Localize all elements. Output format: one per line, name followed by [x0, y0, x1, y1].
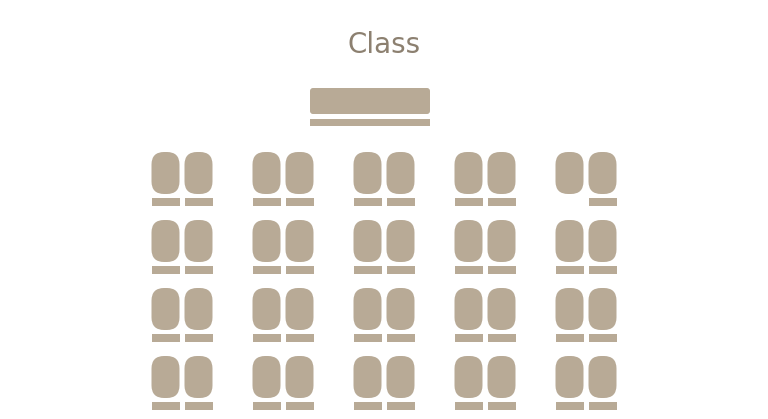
Bar: [253, 334, 280, 342]
Bar: [386, 266, 415, 274]
Bar: [353, 402, 382, 410]
FancyBboxPatch shape: [286, 288, 313, 330]
Bar: [455, 402, 482, 410]
Bar: [555, 334, 584, 342]
Bar: [286, 266, 313, 274]
Bar: [588, 266, 617, 274]
FancyBboxPatch shape: [488, 152, 515, 194]
Bar: [588, 198, 617, 206]
Bar: [555, 266, 584, 274]
FancyBboxPatch shape: [151, 356, 180, 398]
FancyBboxPatch shape: [386, 152, 415, 194]
FancyBboxPatch shape: [455, 152, 482, 194]
Bar: [386, 334, 415, 342]
FancyBboxPatch shape: [455, 288, 482, 330]
Bar: [555, 402, 584, 410]
FancyBboxPatch shape: [588, 220, 617, 262]
Text: Class: Class: [347, 31, 421, 59]
FancyBboxPatch shape: [386, 220, 415, 262]
FancyBboxPatch shape: [555, 220, 584, 262]
FancyBboxPatch shape: [253, 220, 280, 262]
FancyBboxPatch shape: [386, 288, 415, 330]
FancyBboxPatch shape: [286, 152, 313, 194]
Bar: [353, 334, 382, 342]
Bar: [151, 198, 180, 206]
Bar: [286, 198, 313, 206]
Bar: [286, 334, 313, 342]
Bar: [151, 266, 180, 274]
Bar: [353, 266, 382, 274]
Bar: [455, 198, 482, 206]
FancyBboxPatch shape: [253, 152, 280, 194]
Bar: [184, 266, 213, 274]
FancyBboxPatch shape: [555, 288, 584, 330]
Bar: [184, 198, 213, 206]
FancyBboxPatch shape: [353, 220, 382, 262]
Bar: [386, 198, 415, 206]
Bar: [488, 334, 515, 342]
Bar: [488, 266, 515, 274]
FancyBboxPatch shape: [353, 152, 382, 194]
Bar: [488, 198, 515, 206]
Bar: [588, 402, 617, 410]
FancyBboxPatch shape: [588, 152, 617, 194]
FancyBboxPatch shape: [386, 356, 415, 398]
FancyBboxPatch shape: [151, 152, 180, 194]
FancyBboxPatch shape: [488, 288, 515, 330]
FancyBboxPatch shape: [184, 356, 213, 398]
Bar: [151, 402, 180, 410]
Bar: [253, 266, 280, 274]
Bar: [386, 402, 415, 410]
FancyBboxPatch shape: [151, 220, 180, 262]
FancyBboxPatch shape: [555, 152, 584, 194]
FancyBboxPatch shape: [151, 288, 180, 330]
FancyBboxPatch shape: [455, 356, 482, 398]
FancyBboxPatch shape: [310, 88, 430, 114]
Bar: [488, 402, 515, 410]
Bar: [455, 266, 482, 274]
FancyBboxPatch shape: [353, 288, 382, 330]
FancyBboxPatch shape: [184, 220, 213, 262]
Bar: [588, 334, 617, 342]
Bar: [455, 334, 482, 342]
FancyBboxPatch shape: [588, 356, 617, 398]
Bar: [184, 334, 213, 342]
FancyBboxPatch shape: [488, 356, 515, 398]
FancyBboxPatch shape: [353, 356, 382, 398]
Bar: [184, 402, 213, 410]
FancyBboxPatch shape: [253, 356, 280, 398]
Bar: [286, 402, 313, 410]
Bar: [253, 402, 280, 410]
FancyBboxPatch shape: [184, 288, 213, 330]
FancyBboxPatch shape: [184, 152, 213, 194]
Bar: [253, 198, 280, 206]
FancyBboxPatch shape: [555, 356, 584, 398]
Bar: [353, 198, 382, 206]
FancyBboxPatch shape: [488, 220, 515, 262]
Bar: [151, 334, 180, 342]
FancyBboxPatch shape: [253, 288, 280, 330]
Bar: [310, 119, 430, 126]
FancyBboxPatch shape: [588, 288, 617, 330]
FancyBboxPatch shape: [286, 356, 313, 398]
FancyBboxPatch shape: [455, 220, 482, 262]
FancyBboxPatch shape: [286, 220, 313, 262]
